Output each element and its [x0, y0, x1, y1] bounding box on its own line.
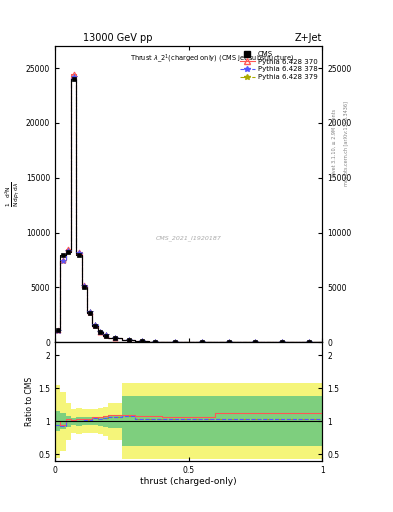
Y-axis label: Ratio to CMS: Ratio to CMS	[25, 377, 34, 426]
Text: mcplots.cern.ch [arXiv:1306.3436]: mcplots.cern.ch [arXiv:1306.3436]	[344, 101, 349, 186]
Y-axis label: $\frac{1}{\mathrm{N}}\frac{\mathrm{d}^2\mathrm{N}}{\mathrm{d}p_\mathrm{T}\,\math: $\frac{1}{\mathrm{N}}\frac{\mathrm{d}^2\…	[4, 181, 22, 207]
X-axis label: thrust (charged-only): thrust (charged-only)	[140, 477, 237, 486]
Text: 13000 GeV pp: 13000 GeV pp	[83, 33, 152, 44]
Text: Z+Jet: Z+Jet	[295, 33, 322, 44]
Text: Rivet 3.1.10, ≥ 2.9M events: Rivet 3.1.10, ≥ 2.9M events	[332, 109, 337, 178]
Text: CMS_2021_I1920187: CMS_2021_I1920187	[156, 236, 222, 242]
Text: Thrust $\lambda\_2^1$(charged only) (CMS jet substructure): Thrust $\lambda\_2^1$(charged only) (CMS…	[130, 52, 294, 65]
Legend: CMS, Pythia 6.428 370, Pythia 6.428 378, Pythia 6.428 379: CMS, Pythia 6.428 370, Pythia 6.428 378,…	[238, 50, 319, 81]
